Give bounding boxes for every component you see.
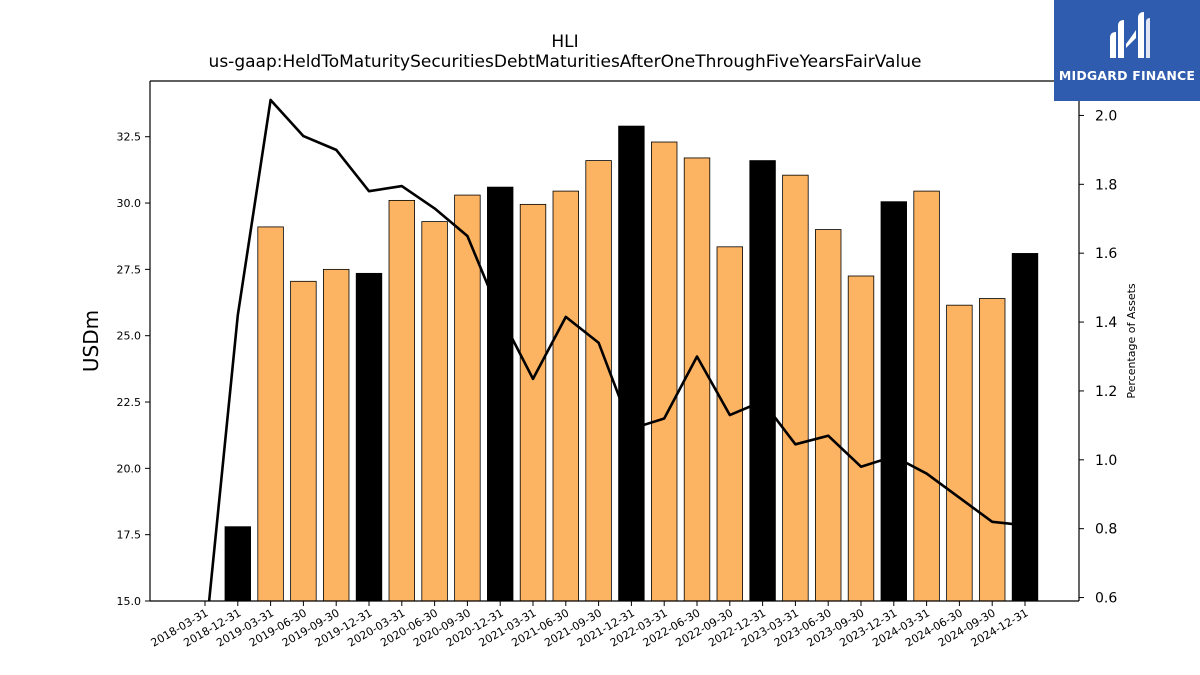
bar-2022-12-31: [749, 160, 776, 601]
bar-2024-09-30: [979, 298, 1006, 601]
y-tick-label: 17.5: [117, 529, 142, 542]
brand-name: MIDGARD FINANCE: [1058, 68, 1196, 83]
bars-layer: [224, 125, 1039, 601]
y2-tick-label: 2.0: [1095, 108, 1117, 124]
bar-2022-09-30: [716, 246, 743, 601]
bar-2021-12-31: [618, 125, 645, 601]
y2-tick-label: 1.0: [1095, 453, 1117, 469]
midgard-logo-icon: [1110, 12, 1150, 58]
y-tick-label: 20.0: [117, 462, 142, 475]
bar-2021-03-31: [519, 203, 547, 601]
y-axis-label: USDm: [79, 310, 103, 372]
y-tick-label: 32.5: [117, 131, 142, 144]
bar-2019-09-30: [323, 268, 350, 601]
bar-2023-09-30: [847, 275, 875, 601]
bar-2023-03-31: [782, 174, 809, 601]
y2-tick-label: 0.6: [1095, 591, 1117, 607]
bar-2024-06-30: [946, 304, 973, 601]
y2-tick-label: 1.8: [1095, 177, 1117, 193]
bar-2021-06-30: [552, 190, 579, 601]
y-tick-label: 30.0: [117, 197, 142, 210]
brand-logo: MIDGARD FINANCE: [1054, 0, 1200, 101]
bar-2020-09-30: [454, 194, 481, 601]
bar-2023-12-31: [880, 201, 907, 601]
y2-tick-label: 0.8: [1095, 522, 1117, 538]
bar-2019-12-31: [355, 272, 383, 601]
y2-tick-label: 1.6: [1095, 246, 1117, 262]
y-tick-label: 15.0: [117, 595, 142, 608]
bar-2024-03-31: [913, 190, 940, 601]
bar-2022-03-31: [651, 141, 678, 601]
y2-tick-label: 1.4: [1095, 315, 1117, 331]
bar-2018-12-31: [224, 526, 251, 601]
y2-axis-label: Percentage of Assets: [1125, 283, 1138, 399]
y2-tick-label: 1.2: [1095, 384, 1117, 400]
bar-2022-06-30: [683, 157, 711, 601]
bar-2020-12-31: [487, 186, 514, 601]
y-tick-label: 27.5: [117, 263, 142, 276]
bar-2024-12-31: [1011, 253, 1039, 601]
bar-2020-03-31: [388, 199, 415, 601]
chart-subtitle: us-gaap:HeldToMaturitySecuritiesDebtMatu…: [208, 52, 922, 72]
y-tick-label: 25.0: [117, 330, 142, 343]
chart-title: HLI: [551, 32, 579, 52]
percentage-of-assets-line: [207, 98, 1026, 601]
bar-2019-03-31: [257, 226, 284, 601]
bar-2023-06-30: [815, 229, 842, 601]
y-tick-label: 22.5: [117, 396, 142, 409]
bar-2020-06-30: [421, 221, 448, 601]
bar-2021-09-30: [585, 160, 612, 601]
bar-2019-06-30: [290, 280, 317, 601]
line-layer: [207, 98, 1026, 601]
